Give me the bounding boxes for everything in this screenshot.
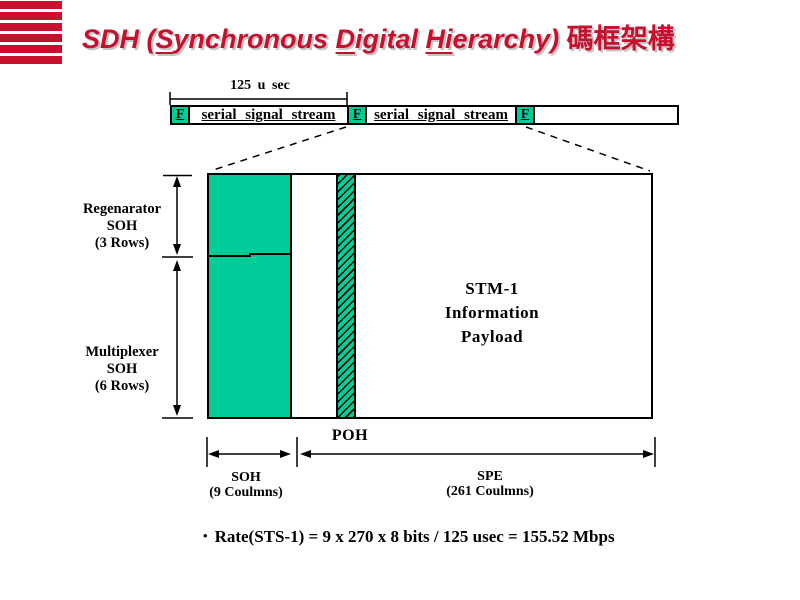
frame-flag-cell: F bbox=[172, 107, 190, 123]
rate-note: • Rate(STS-1) = 9 x 270 x 8 bits / 125 us… bbox=[203, 527, 763, 547]
spe-width-line: (261 Coulmns) bbox=[446, 483, 534, 499]
logo-stripe bbox=[0, 34, 62, 42]
title-underlined-letter: D bbox=[335, 24, 356, 54]
serial-frame-bar: F serial signal stream F serial signal s… bbox=[170, 105, 679, 125]
poh-label: POH bbox=[331, 427, 369, 444]
regenerator-line: (3 Rows) bbox=[94, 235, 150, 251]
title-text: igital bbox=[355, 24, 426, 54]
frame-flag-cell: F bbox=[347, 107, 367, 123]
logo-stripe bbox=[0, 12, 62, 20]
title-text: ynchronous bbox=[173, 24, 336, 54]
regenerator-line: SOH bbox=[106, 218, 138, 234]
title-text: SDH ( bbox=[82, 24, 156, 54]
regenerator-soh-label: Regenarator SOH (3 Rows) bbox=[52, 201, 192, 252]
logo-stripe bbox=[0, 23, 62, 31]
soh-columns-block bbox=[207, 173, 292, 419]
rate-text: Rate(STS-1) = 9 x 270 x 8 bits / 125 use… bbox=[214, 527, 615, 546]
soh-width-label: SOH (9 Coulmns) bbox=[186, 470, 306, 500]
title-text: erarchy) bbox=[452, 24, 560, 54]
title-underlined-letter: S bbox=[155, 24, 174, 54]
logo-stripe bbox=[0, 1, 62, 9]
spe-width-line: SPE bbox=[477, 469, 503, 484]
stream-segment: serial signal stream bbox=[367, 107, 515, 123]
regenerator-line: Regenarator bbox=[82, 201, 162, 217]
payload-line: Payload bbox=[460, 327, 524, 346]
soh-width-line: (9 Coulmns) bbox=[209, 484, 283, 500]
title-underlined-letter: Hi bbox=[425, 24, 453, 54]
payload-line: Information bbox=[444, 303, 540, 322]
logo-stripe bbox=[0, 56, 62, 64]
multiplexer-line: (6 Rows) bbox=[94, 378, 150, 394]
poh-hatched-column bbox=[336, 175, 356, 417]
bullet-icon: • bbox=[203, 528, 208, 543]
frame-flag-cell: F bbox=[515, 107, 535, 123]
payload-label: STM-1 Information Payload bbox=[392, 277, 592, 349]
logo-stripes-icon bbox=[0, 1, 62, 67]
soh-width-line: SOH bbox=[231, 470, 261, 485]
soh-width-arrow bbox=[206, 437, 298, 467]
stream-label: serial signal stream bbox=[374, 106, 508, 123]
payload-line: STM-1 bbox=[465, 279, 519, 298]
logo-stripe bbox=[0, 45, 62, 53]
frame-period-label: 125 u sec bbox=[230, 78, 290, 93]
multiplexer-line: Multiplexer bbox=[85, 344, 159, 360]
multiplexer-soh-label: Multiplexer SOH (6 Rows) bbox=[52, 344, 192, 395]
title-cjk-text: 碼框架構 bbox=[559, 24, 675, 54]
spe-width-label: SPE (261 Coulmns) bbox=[400, 469, 580, 499]
stream-segment: serial signal stream bbox=[190, 107, 347, 123]
multiplexer-line: SOH bbox=[106, 361, 138, 377]
stream-label: serial signal stream bbox=[201, 106, 336, 123]
stream-empty-segment bbox=[535, 107, 677, 123]
page-title: SDH (Synchronous Digital Hierarchy) 碼框架構 bbox=[82, 22, 782, 56]
expansion-dashes bbox=[209, 126, 651, 172]
